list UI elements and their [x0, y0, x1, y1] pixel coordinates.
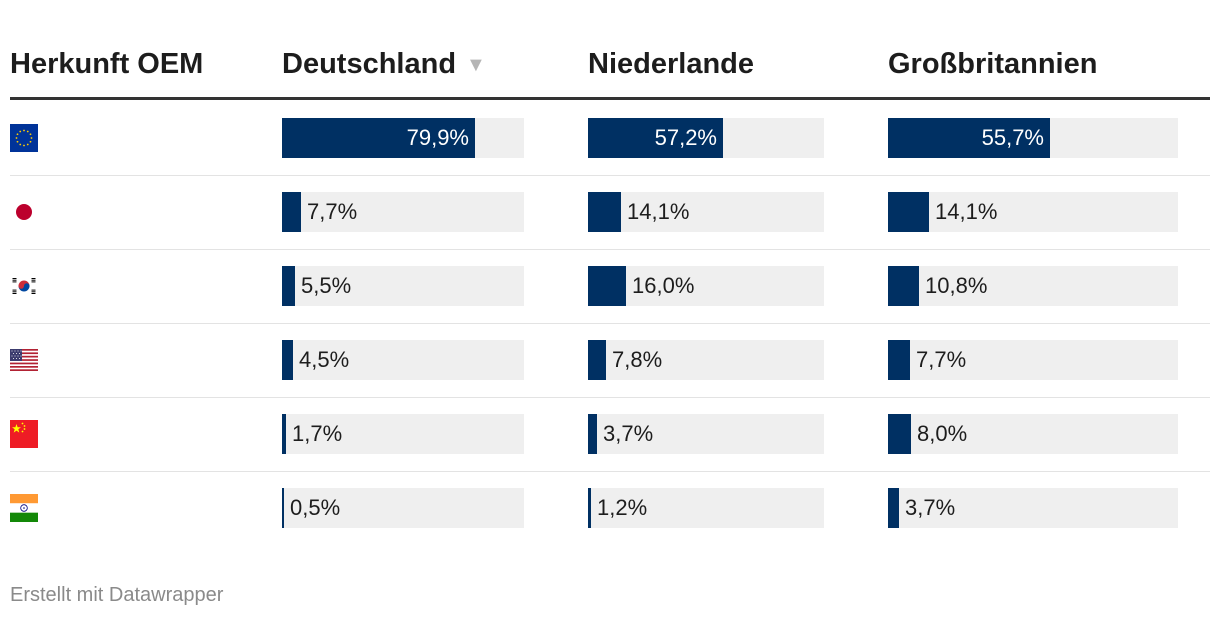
bar-value-label: 4,5%	[299, 347, 350, 372]
bar-track: 7,7%	[282, 192, 524, 232]
china-flag-icon	[10, 420, 38, 448]
japan-flag-icon	[10, 198, 38, 226]
bar-track: 57,2%	[588, 118, 824, 158]
bar	[588, 414, 597, 454]
table-row: 1,7% 3,7% 8,0%	[10, 397, 1210, 472]
bar	[282, 414, 286, 454]
bar	[282, 266, 295, 306]
bar	[282, 488, 284, 528]
bar-value-label: 16,0%	[632, 273, 695, 298]
bar-track: 1,2%	[588, 488, 824, 528]
bar-track: 55,7%	[888, 118, 1178, 158]
bar-track: 7,8%	[588, 340, 824, 380]
bar	[888, 192, 929, 232]
table-row: 79,9% 57,2% 55,7%	[10, 101, 1210, 176]
bar	[888, 340, 910, 380]
bar	[282, 340, 293, 380]
bar-track: 3,7%	[588, 414, 824, 454]
india-flag-icon	[10, 494, 38, 522]
chart: Herkunft OEM Deutschland ▼ Niederlande Gr…	[10, 0, 1210, 620]
bar	[282, 118, 475, 158]
table-row: 5,5% 16,0% 10,8%	[10, 249, 1210, 324]
bar-value-label: 8,0%	[917, 421, 968, 446]
bar-value-label: 14,1%	[935, 199, 998, 224]
eu-flag-icon	[10, 124, 38, 152]
table-header: Herkunft OEM Deutschland ▼ Niederlande Gr…	[10, 0, 1210, 100]
bar-track: 14,1%	[888, 192, 1178, 232]
bar-track: 3,7%	[888, 488, 1178, 528]
bar	[888, 118, 1050, 158]
bar-value-label: 57,2%	[654, 125, 717, 150]
bar-value-label: 1,2%	[597, 495, 648, 520]
bar-track: 5,5%	[282, 266, 524, 306]
sort-descending-icon[interactable]: ▼	[466, 54, 486, 76]
bar	[888, 266, 919, 306]
column-header-origin[interactable]: Herkunft OEM	[10, 44, 203, 84]
bar-value-label: 5,5%	[301, 273, 352, 298]
bar-track: 0,5%	[282, 488, 524, 528]
bar	[888, 414, 911, 454]
column-header-deutschland[interactable]: Deutschland ▼	[282, 44, 486, 85]
bar	[282, 192, 301, 232]
bar-track: 16,0%	[588, 266, 824, 306]
bar-value-label: 10,8%	[925, 273, 988, 298]
column-header-label: Niederlande	[588, 48, 754, 80]
bar-value-label: 79,9%	[406, 125, 469, 150]
bar-track: 7,7%	[888, 340, 1178, 380]
bar	[588, 266, 626, 306]
bar	[588, 488, 591, 528]
bar-value-label: 7,7%	[916, 347, 967, 372]
column-header-label: Deutschland	[282, 48, 457, 80]
bar-value-label: 7,8%	[612, 347, 663, 372]
bar-value-label: 0,5%	[290, 495, 341, 520]
bar-value-label: 1,7%	[292, 421, 343, 446]
bar-value-label: 3,7%	[603, 421, 654, 446]
bar-track: 4,5%	[282, 340, 524, 380]
footer-credit[interactable]: Erstellt mit Datawrapper	[10, 584, 224, 606]
usa-flag-icon	[10, 346, 38, 374]
bar	[588, 118, 723, 158]
table-row: 0,5% 1,2% 3,7%	[10, 471, 1210, 545]
bar	[588, 340, 606, 380]
south-korea-flag-icon	[10, 272, 38, 300]
column-header-grossbritannien[interactable]: Großbritannien	[888, 44, 1097, 84]
bar-value-label: 3,7%	[905, 495, 956, 520]
column-header-label: Herkunft OEM	[10, 48, 204, 80]
bar-track: 8,0%	[888, 414, 1178, 454]
column-header-label: Großbritannien	[888, 48, 1098, 80]
bar-value-label: 14,1%	[627, 199, 690, 224]
bar-track: 10,8%	[888, 266, 1178, 306]
table-row: 4,5% 7,8% 7,7%	[10, 323, 1210, 398]
table-row: 7,7% 14,1% 14,1%	[10, 175, 1210, 250]
bar-track: 14,1%	[588, 192, 824, 232]
bar-value-label: 55,7%	[981, 125, 1044, 150]
bar-value-label: 7,7%	[307, 199, 358, 224]
column-header-niederlande[interactable]: Niederlande	[588, 44, 754, 84]
bar-track: 1,7%	[282, 414, 524, 454]
bar	[888, 488, 899, 528]
bar-track: 79,9%	[282, 118, 524, 158]
bar	[588, 192, 621, 232]
